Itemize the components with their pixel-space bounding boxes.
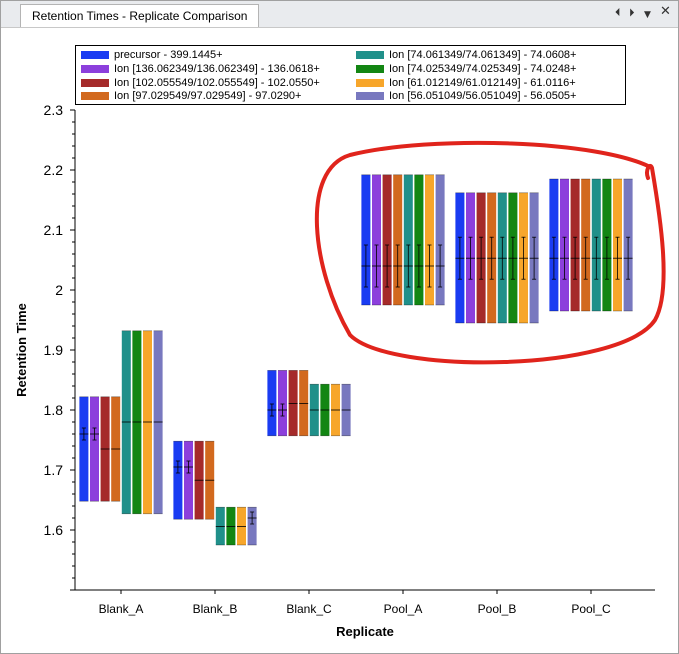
annotation-circle xyxy=(314,140,666,365)
scroll-right-icon[interactable]: ⏵ xyxy=(629,6,635,19)
x-tick-label: Blank_B xyxy=(193,602,238,616)
legend-label: Ion [102.055549/102.055549] - 102.0550+ xyxy=(114,76,320,89)
range-bar xyxy=(361,174,371,305)
range-bar xyxy=(278,370,287,436)
legend-swatch xyxy=(356,78,384,87)
x-axis-title: Replicate xyxy=(336,624,394,639)
legend-label: Ion [61.012149/61.012149] - 61.0116+ xyxy=(389,76,576,89)
range-bar xyxy=(425,174,434,305)
x-tick-label: Blank_C xyxy=(286,602,332,616)
legend-swatch xyxy=(356,51,384,59)
legend-swatch xyxy=(81,51,109,59)
range-bar xyxy=(372,174,381,305)
range-bar xyxy=(393,174,403,305)
y-tick-label: 1.9 xyxy=(44,342,64,358)
legend-label: Ion [136.062349/136.062349] - 136.0618+ xyxy=(114,62,320,75)
legend-label: Ion [56.051049/56.051049] - 56.0505+ xyxy=(389,90,577,103)
range-bar xyxy=(184,441,193,520)
range-bar xyxy=(435,174,445,305)
range-bar xyxy=(414,174,424,305)
range-bar xyxy=(403,174,413,305)
scroll-left-icon[interactable]: ⏴ xyxy=(615,6,621,19)
y-tick-label: 1.6 xyxy=(44,522,64,538)
y-tick-label: 1.8 xyxy=(44,402,64,418)
legend-label: precursor - 399.1445+ xyxy=(114,49,223,61)
legend-swatch xyxy=(81,64,109,73)
legend-swatch xyxy=(356,92,384,101)
y-tick-label: 2.3 xyxy=(44,102,64,118)
y-axis-title: Retention Time xyxy=(14,303,29,397)
range-bar xyxy=(382,174,392,305)
close-icon[interactable]: ✕ xyxy=(660,4,671,19)
legend-swatch xyxy=(356,64,384,73)
legend-swatch xyxy=(81,78,109,87)
y-tick-label: 2 xyxy=(55,282,63,298)
legend-swatch xyxy=(81,92,109,101)
legend-label: Ion [74.025349/74.025349] - 74.0248+ xyxy=(389,62,577,75)
x-tick-label: Blank_A xyxy=(99,602,144,616)
chart-legend: precursor - 399.1445+ Ion [136.062349/136… xyxy=(75,45,626,105)
legend-label: Ion [97.029549/97.029549] - 97.0290+ xyxy=(114,90,302,103)
y-tick-label: 1.7 xyxy=(44,462,64,478)
range-bar xyxy=(79,396,89,502)
range-bar xyxy=(90,396,99,502)
x-tick-label: Pool_A xyxy=(384,602,423,616)
x-tick-label: Pool_B xyxy=(478,602,517,616)
legend-label: Ion [74.061349/74.061349] - 74.0608+ xyxy=(389,49,577,61)
y-tick-label: 2.2 xyxy=(44,162,64,178)
range-bar xyxy=(173,441,183,520)
range-bar xyxy=(267,370,277,436)
tab-retention-times[interactable]: Retention Times - Replicate Comparison xyxy=(20,4,260,27)
tab-strip: Retention Times - Replicate Comparison ⏴… xyxy=(1,1,678,28)
x-tick-label: Pool_C xyxy=(571,602,611,616)
range-bar xyxy=(247,507,257,545)
dropdown-menu-icon[interactable]: ▼ xyxy=(644,10,651,20)
y-tick-label: 2.1 xyxy=(44,222,64,238)
